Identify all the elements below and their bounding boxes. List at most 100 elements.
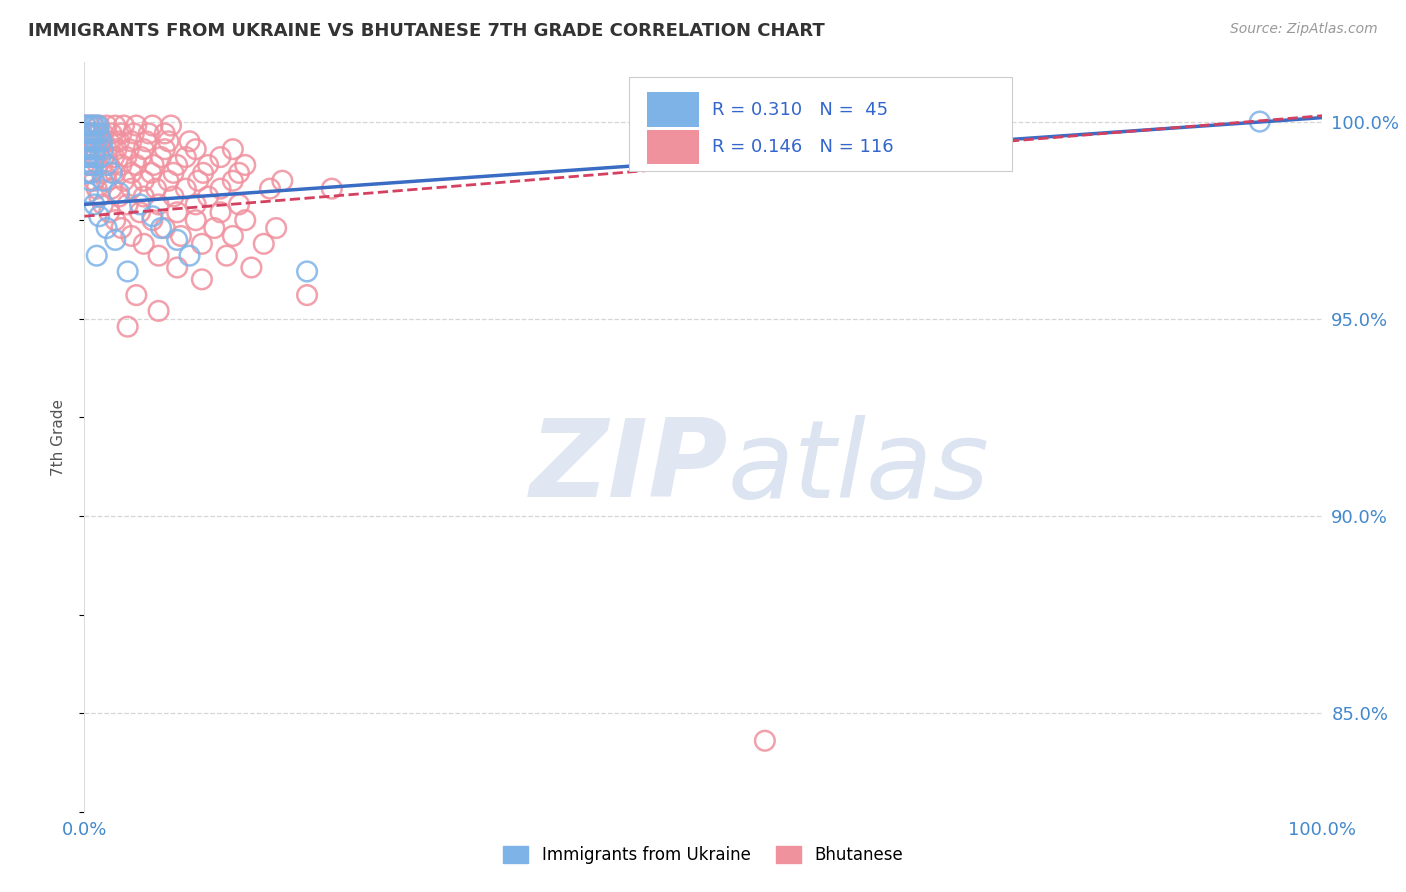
Point xyxy=(104,213,127,227)
Point xyxy=(209,150,232,164)
Point xyxy=(120,181,142,195)
Point xyxy=(108,134,131,148)
Point xyxy=(89,189,111,203)
Point xyxy=(187,174,209,188)
Point xyxy=(174,150,197,164)
Point xyxy=(89,134,111,148)
Point xyxy=(96,174,118,188)
Point xyxy=(162,166,184,180)
Point xyxy=(84,150,107,164)
Point xyxy=(83,127,105,141)
Point xyxy=(295,264,318,278)
Point xyxy=(166,260,188,275)
Point xyxy=(117,319,139,334)
Point xyxy=(145,181,167,195)
Point xyxy=(148,249,170,263)
Point xyxy=(125,288,148,302)
Point xyxy=(79,127,101,141)
Point xyxy=(91,197,114,211)
Point xyxy=(76,166,98,180)
Point xyxy=(77,150,100,164)
Point xyxy=(98,205,121,219)
Point xyxy=(90,166,112,180)
Point xyxy=(129,150,152,164)
Text: R = 0.146   N = 116: R = 0.146 N = 116 xyxy=(711,138,893,156)
Point xyxy=(117,264,139,278)
FancyBboxPatch shape xyxy=(647,130,699,164)
Point xyxy=(110,221,132,235)
Point xyxy=(142,158,165,172)
Point xyxy=(96,119,118,133)
Point xyxy=(166,233,188,247)
Point xyxy=(80,166,103,180)
Point xyxy=(87,119,110,133)
Point xyxy=(89,119,111,133)
Point xyxy=(166,205,188,219)
Point xyxy=(122,127,145,141)
Point xyxy=(153,221,176,235)
Point xyxy=(112,119,135,133)
Point xyxy=(91,127,114,141)
Point xyxy=(162,189,184,203)
Point xyxy=(1249,114,1271,128)
Point xyxy=(138,127,160,141)
Point xyxy=(174,181,197,195)
Point xyxy=(89,209,111,223)
Point xyxy=(160,119,183,133)
Point xyxy=(259,181,281,195)
Point xyxy=(184,142,207,156)
Point xyxy=(100,127,122,141)
Point xyxy=(115,150,138,164)
Point xyxy=(157,134,180,148)
Point xyxy=(79,158,101,172)
Point xyxy=(104,119,127,133)
Text: IMMIGRANTS FROM UKRAINE VS BHUTANESE 7TH GRADE CORRELATION CHART: IMMIGRANTS FROM UKRAINE VS BHUTANESE 7TH… xyxy=(28,22,825,40)
Point xyxy=(77,186,100,200)
Point xyxy=(86,134,108,148)
Point xyxy=(100,181,122,195)
Point xyxy=(86,249,108,263)
Point xyxy=(93,150,115,164)
Point xyxy=(228,166,250,180)
Point xyxy=(89,142,111,156)
Point xyxy=(105,142,128,156)
Text: atlas: atlas xyxy=(728,415,990,519)
Point xyxy=(191,236,214,251)
Point xyxy=(117,197,139,211)
Text: Source: ZipAtlas.com: Source: ZipAtlas.com xyxy=(1230,22,1378,37)
Point xyxy=(125,119,148,133)
Point xyxy=(100,166,122,180)
Point xyxy=(141,209,163,223)
Point xyxy=(80,127,103,141)
Legend: Immigrants from Ukraine, Bhutanese: Immigrants from Ukraine, Bhutanese xyxy=(496,839,910,871)
Point xyxy=(197,189,219,203)
Point xyxy=(76,127,98,141)
Point xyxy=(170,229,193,244)
Point xyxy=(82,158,104,172)
Text: ZIP: ZIP xyxy=(530,414,728,520)
Point xyxy=(82,119,104,133)
Point xyxy=(84,142,107,156)
Point xyxy=(197,158,219,172)
Point xyxy=(132,142,155,156)
Point xyxy=(148,304,170,318)
Y-axis label: 7th Grade: 7th Grade xyxy=(51,399,66,475)
Point xyxy=(179,134,201,148)
Point xyxy=(135,134,157,148)
Point xyxy=(110,127,132,141)
FancyBboxPatch shape xyxy=(647,93,699,127)
Point xyxy=(132,174,155,188)
Point xyxy=(141,166,163,180)
Point xyxy=(153,127,176,141)
Point xyxy=(321,181,343,195)
Point xyxy=(110,158,132,172)
Point xyxy=(150,221,173,235)
Point xyxy=(215,249,238,263)
Point xyxy=(166,158,188,172)
Point xyxy=(129,197,152,211)
Point xyxy=(98,158,121,172)
Point xyxy=(120,134,142,148)
Point xyxy=(179,249,201,263)
Point xyxy=(120,166,142,180)
Point xyxy=(89,127,111,141)
